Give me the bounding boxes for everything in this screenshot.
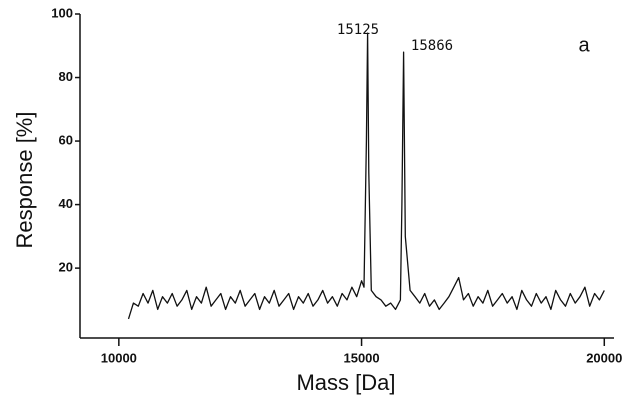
x-axis-title: Mass [Da] (296, 370, 395, 395)
x-tick-label: 10000 (101, 350, 137, 365)
y-tick-label: 80 (59, 69, 73, 84)
y-tick-label: 40 (59, 196, 73, 211)
x-tick-label: 15000 (343, 350, 379, 365)
peak-label: 15125 (337, 22, 379, 38)
y-axis-title: Response [%] (12, 112, 37, 249)
panel-label: a (578, 34, 590, 56)
y-tick-label: 60 (59, 132, 73, 147)
y-tick-label: 20 (59, 260, 73, 275)
peak-label: 15866 (411, 38, 453, 54)
y-tick-label: 100 (51, 5, 73, 20)
x-tick-label: 20000 (586, 350, 622, 365)
spectrum-line (127, 32, 605, 320)
